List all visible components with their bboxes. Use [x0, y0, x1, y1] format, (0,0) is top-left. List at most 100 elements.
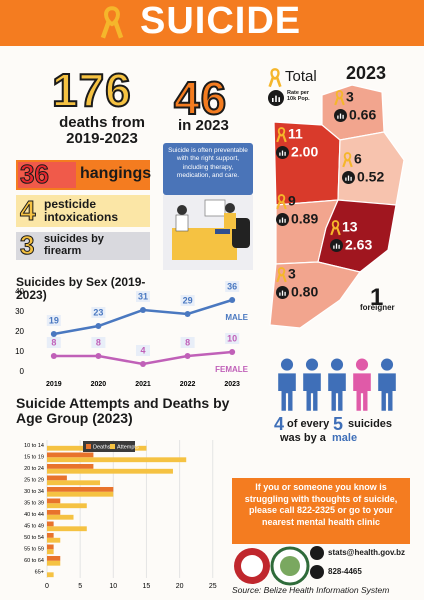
pesticide-band [16, 195, 150, 227]
value-label: 29 [183, 295, 193, 305]
bar [47, 457, 187, 463]
bar [47, 549, 54, 555]
rate-icon [276, 213, 289, 226]
x-tick-label: 2023 [224, 381, 240, 388]
value-label-box [46, 315, 61, 326]
value-label: 10 [227, 333, 237, 343]
y-tick-label: 30 to 34 [24, 489, 44, 495]
y-tick-label: 20 [15, 327, 24, 336]
total-label: deaths from 2019-2023 [59, 114, 145, 147]
y-tick-label: 15 to 19 [24, 455, 44, 461]
district-total: 11 [288, 126, 303, 142]
bar [47, 491, 114, 497]
bar [47, 572, 54, 578]
bar [47, 556, 61, 561]
value-label: 31 [138, 291, 148, 301]
x-tick-label: 15 [143, 583, 151, 590]
header-title: SUICIDE [140, 0, 302, 42]
series-line [53, 298, 233, 336]
point [50, 331, 57, 337]
method-number: 36 [20, 159, 50, 189]
email: stats@health.gov.bz [328, 548, 405, 557]
value-label-box [46, 337, 61, 348]
y-tick-label: 50 to 54 [24, 535, 44, 541]
y-tick-label: 10 to 14 [24, 443, 44, 449]
district-total: 6 [354, 151, 362, 167]
value-label-box [91, 337, 106, 348]
rate-icon [334, 109, 347, 122]
y-tick-label: 45 to 49 [24, 524, 44, 530]
ratio-of: 5 [333, 414, 344, 434]
phone-icon [310, 565, 324, 579]
district-total: 3 [346, 89, 354, 105]
bar [47, 452, 94, 458]
district-rate: 2.63 [345, 237, 372, 253]
bar [47, 480, 101, 486]
y-tick-label: 65+ [35, 570, 44, 576]
header-band [0, 0, 424, 46]
bar [47, 487, 114, 492]
value-label-box [225, 281, 240, 292]
district-rate: 0.80 [291, 284, 318, 300]
legend-label: MALE [225, 313, 248, 322]
year-number: 46 [173, 72, 228, 124]
point [140, 307, 146, 313]
district-total: 3 [288, 266, 296, 282]
total-number: 176 [51, 64, 132, 116]
map-year: 2023 [346, 63, 387, 83]
legend-rate: Rate per 10k Pop. [287, 90, 310, 102]
x-tick-label: 2019 [46, 381, 62, 388]
note: Suicide is often preventable with the ri… [168, 147, 248, 180]
y-tick-label: 40 to 44 [24, 512, 44, 518]
bar [47, 503, 87, 509]
method-label: suicides by firearm [44, 233, 104, 257]
value-label-box [180, 337, 195, 348]
point [229, 349, 236, 355]
bar [47, 468, 173, 474]
district-rate: 0.89 [291, 211, 318, 227]
y-tick-label: 0 [20, 367, 25, 376]
source: Source: Belize Health Information System [232, 585, 390, 595]
legend-total: Total [285, 68, 317, 85]
district-rate: 0.66 [349, 107, 376, 123]
legend-swatch [86, 444, 91, 449]
y-tick-label: 20 to 24 [24, 466, 44, 472]
illustration [163, 195, 253, 270]
x-tick-label: 5 [78, 583, 82, 590]
x-tick-label: 2021 [135, 381, 151, 388]
ratio-text: was by a [280, 432, 326, 444]
y-tick-label: 60 to 64 [24, 558, 44, 564]
logo [241, 555, 263, 577]
bar [47, 510, 61, 515]
value-label-box [136, 345, 150, 356]
method-label: pesticide intoxications [44, 197, 119, 224]
district-rate: 0.52 [357, 169, 384, 185]
people-icons [278, 358, 396, 411]
point [50, 353, 57, 359]
rate-icon [276, 146, 289, 159]
logo [280, 556, 300, 576]
point [184, 353, 191, 359]
x-tick-label: 20 [176, 583, 184, 590]
district-total: 9 [288, 193, 296, 209]
bar [47, 533, 54, 538]
value-label: 8 [96, 337, 101, 347]
hangings-box [18, 162, 76, 188]
chart-title: Suicides by Sex (2019-2023) [16, 275, 146, 302]
helpline-box [232, 478, 410, 544]
helpline: If you or someone you know is struggling… [244, 482, 398, 528]
district [337, 131, 405, 206]
bar [47, 498, 61, 504]
bar [47, 464, 94, 469]
email-icon [310, 546, 324, 560]
x-tick-label: 2020 [91, 381, 107, 388]
year-label: in 2023 [178, 117, 229, 134]
bar [47, 521, 54, 527]
foreigner-number: 1 [370, 284, 384, 311]
point [184, 311, 191, 317]
ratio-sex: male [332, 432, 358, 444]
value-label: 8 [51, 337, 56, 347]
y-tick-label: 25 to 29 [24, 478, 44, 484]
rate-icon [342, 171, 355, 184]
